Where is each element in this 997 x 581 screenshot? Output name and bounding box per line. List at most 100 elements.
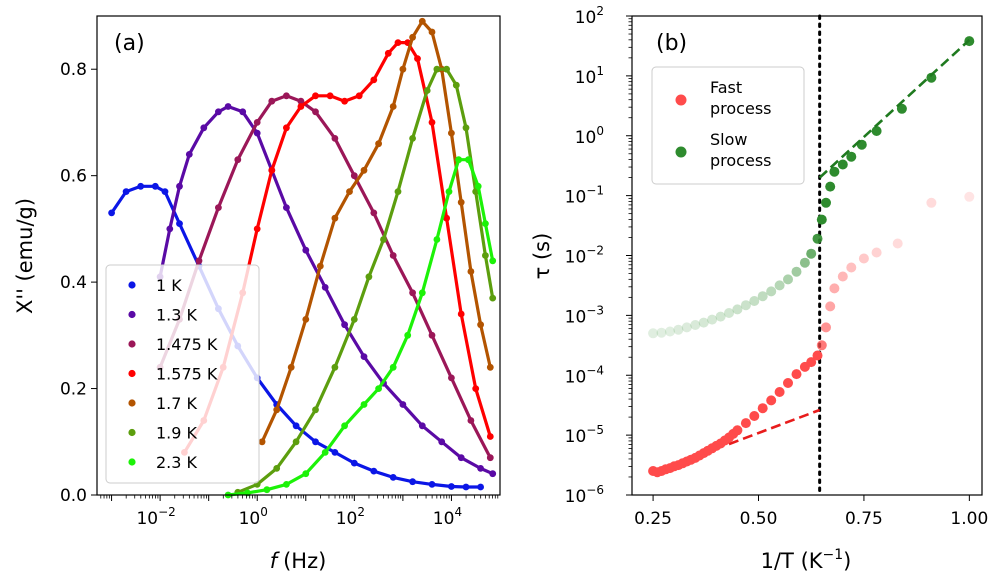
- series-4-point: [477, 321, 484, 329]
- series-3-point: [355, 92, 363, 100]
- x-tick-label-sup: 2: [357, 505, 365, 519]
- fast-fit-line: [728, 408, 821, 446]
- panel-b-xlabel-main: 1/T (K: [761, 549, 824, 573]
- y-tick-label-base: 10: [565, 248, 587, 268]
- panel-a-legend: 1 K 1.3 K 1.475 K 1.575 K 1.7 K 1.9 K 2.3 K: [105, 264, 260, 484]
- series-4-point: [360, 166, 368, 174]
- series-5-point: [433, 65, 441, 73]
- series-4-point: [409, 33, 416, 41]
- series-1-point: [302, 246, 310, 254]
- slow-process-point: [681, 322, 692, 333]
- series-2-point: [486, 454, 494, 462]
- y-tick-label: 102: [575, 4, 604, 28]
- series-2-group: [156, 92, 494, 462]
- x-tick-label: 0.50: [740, 509, 778, 529]
- series-4-point: [389, 103, 397, 110]
- fast-process-point: [806, 357, 817, 368]
- series-3-point: [486, 433, 494, 440]
- y-tick-label-sup: −5: [586, 423, 604, 437]
- series-2-point: [253, 119, 261, 126]
- x-tick-label-base: 10: [136, 509, 158, 529]
- fast-process-point: [871, 247, 882, 258]
- series-5-point: [394, 188, 402, 196]
- slow-process-point: [766, 286, 777, 297]
- legend-marker: [128, 428, 136, 437]
- series-0-fit-line: [110, 184, 481, 489]
- legend-label-line2: process: [710, 151, 771, 170]
- series-2-point: [428, 331, 436, 339]
- series-4-point: [428, 28, 436, 36]
- y-tick-label-sup: 2: [596, 4, 604, 18]
- series-4-point: [273, 406, 281, 414]
- series-2-point: [215, 204, 222, 212]
- fast-process-point: [812, 350, 823, 361]
- y-tick-label: 10−6: [565, 483, 604, 507]
- x-tick-label: 104: [433, 505, 462, 529]
- fast-process-point: [732, 425, 743, 436]
- series-1-point: [239, 108, 247, 116]
- series-6-point: [341, 422, 348, 430]
- series-4-group: [258, 17, 494, 446]
- panel-a-xlabel-unit: (Hz): [283, 549, 326, 573]
- fast-process-point: [846, 262, 857, 273]
- panel-a-ylabel: X'' (emu/g): [13, 198, 37, 314]
- slow-process-point: [698, 317, 709, 328]
- series-1-point: [341, 321, 348, 329]
- slow-process-point: [656, 327, 667, 338]
- series-0-point: [350, 459, 358, 467]
- series-0-point: [462, 483, 470, 491]
- series-2-point: [268, 97, 276, 105]
- legend-label-line2: process: [710, 99, 771, 118]
- series-4-point: [448, 129, 455, 137]
- series-5-point: [292, 438, 300, 446]
- y-tick-label: 0.4: [60, 273, 87, 293]
- series-3-point: [472, 385, 480, 392]
- series-6-point: [445, 188, 453, 196]
- slow-process-point: [829, 166, 840, 177]
- y-tick-label-sup: −3: [586, 303, 604, 317]
- series-5-group: [234, 65, 497, 496]
- panel-b-xlabel: 1/T (K−1): [761, 547, 852, 573]
- panel-b-ylabel: τ (s): [530, 233, 554, 280]
- y-tick-label: 10−2: [565, 244, 604, 268]
- legend-label: 1.3 K: [156, 306, 198, 325]
- series-6-point: [263, 486, 271, 494]
- slow-process-point: [926, 72, 937, 83]
- y-tick-label-sup: −1: [586, 184, 604, 198]
- series-4-point: [418, 17, 426, 25]
- fast-process-point: [791, 369, 802, 380]
- series-6-point: [455, 156, 463, 164]
- series-5-point: [350, 316, 358, 323]
- series-6-point: [321, 449, 329, 456]
- y-tick-label-base: 10: [565, 367, 587, 387]
- series-4-fit-line: [260, 19, 492, 443]
- x-tick-label-sup: −2: [158, 505, 176, 519]
- series-0-point: [108, 209, 115, 217]
- y-tick-label: 10−4: [565, 363, 604, 387]
- panel-b-tag: (b): [656, 31, 687, 56]
- y-tick-label-sup: 1: [596, 64, 604, 78]
- legend-marker: [128, 458, 136, 466]
- panel-a-tag: (a): [114, 31, 145, 56]
- series-2-point: [297, 97, 305, 105]
- series-4-point: [258, 438, 266, 446]
- slow-process-point: [648, 328, 659, 339]
- series-1-point: [224, 103, 232, 110]
- slow-process-point: [732, 304, 743, 315]
- series-3-point: [326, 92, 334, 100]
- series-3-point: [312, 92, 319, 100]
- series-3-point: [253, 225, 261, 233]
- series-1-fit-line: [158, 104, 494, 476]
- slow-process-point: [837, 159, 848, 170]
- legend-marker: [128, 369, 136, 378]
- series-1-point: [321, 284, 329, 291]
- series-5-point: [409, 135, 416, 142]
- fast-process-point: [749, 411, 760, 421]
- legend-label: 1 K: [156, 276, 182, 295]
- series-3-point: [384, 49, 392, 57]
- fast-process-point: [892, 238, 903, 249]
- series-3-point: [268, 166, 276, 174]
- fast-process-point: [766, 395, 777, 406]
- y-tick-label: 101: [575, 64, 604, 88]
- fast-process-point: [783, 378, 793, 388]
